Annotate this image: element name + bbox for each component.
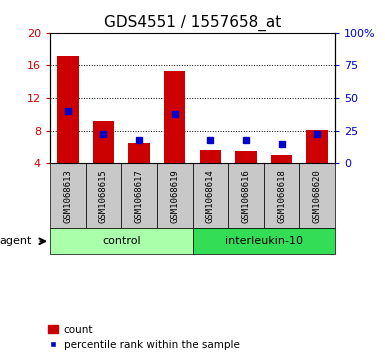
- Bar: [50, 228, 192, 254]
- Bar: [192, 228, 335, 254]
- Title: GDS4551 / 1557658_at: GDS4551 / 1557658_at: [104, 15, 281, 31]
- Bar: [157, 163, 192, 228]
- Bar: [228, 163, 264, 228]
- Text: GSM1068617: GSM1068617: [135, 169, 144, 223]
- Bar: [50, 163, 85, 228]
- Text: GSM1068614: GSM1068614: [206, 169, 215, 223]
- Bar: [271, 155, 292, 163]
- Bar: [235, 151, 257, 163]
- Text: GSM1068613: GSM1068613: [64, 169, 72, 223]
- Bar: [306, 130, 328, 163]
- Text: interleukin-10: interleukin-10: [225, 236, 303, 246]
- Bar: [164, 71, 186, 163]
- Bar: [121, 163, 157, 228]
- Text: control: control: [102, 236, 141, 246]
- Text: GSM1068618: GSM1068618: [277, 169, 286, 223]
- Bar: [57, 56, 79, 163]
- Bar: [264, 163, 300, 228]
- Bar: [192, 163, 228, 228]
- Bar: [128, 143, 150, 163]
- Text: GSM1068619: GSM1068619: [170, 169, 179, 223]
- Bar: [300, 163, 335, 228]
- Text: GSM1068620: GSM1068620: [313, 169, 321, 223]
- Bar: [85, 163, 121, 228]
- Text: GSM1068616: GSM1068616: [241, 169, 250, 223]
- Text: agent: agent: [0, 236, 32, 246]
- Text: GSM1068615: GSM1068615: [99, 169, 108, 223]
- Legend: count, percentile rank within the sample: count, percentile rank within the sample: [44, 321, 244, 354]
- Bar: [199, 150, 221, 163]
- Bar: [93, 121, 114, 163]
